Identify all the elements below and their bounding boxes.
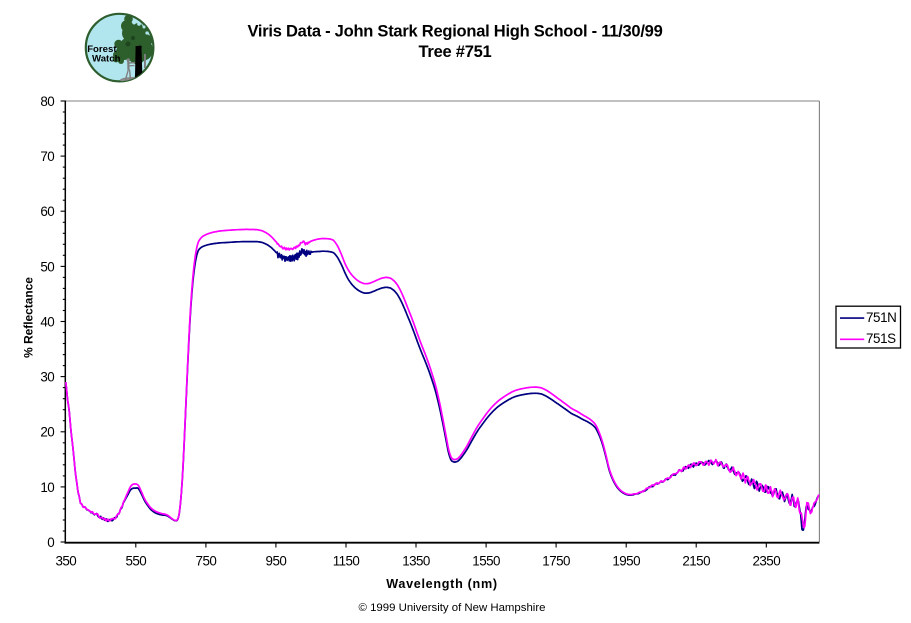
svg-text:30: 30 xyxy=(40,370,54,385)
svg-text:40: 40 xyxy=(40,314,54,329)
svg-text:Forest: Forest xyxy=(87,44,117,55)
svg-text:751N: 751N xyxy=(866,310,896,325)
svg-text:% Reflectance: % Reflectance xyxy=(21,277,35,358)
svg-text:20: 20 xyxy=(40,425,54,440)
svg-text:Tree #751: Tree #751 xyxy=(419,43,492,61)
svg-text:Watch: Watch xyxy=(92,54,121,65)
svg-text:70: 70 xyxy=(40,149,54,164)
svg-text:1550: 1550 xyxy=(472,554,500,569)
svg-text:Viris Data - John Stark Region: Viris Data - John Stark Regional High Sc… xyxy=(247,23,662,41)
svg-text:50: 50 xyxy=(40,259,54,274)
svg-text:0: 0 xyxy=(47,535,54,550)
svg-text:1150: 1150 xyxy=(333,554,360,569)
svg-text:1350: 1350 xyxy=(402,554,430,569)
svg-text:2350: 2350 xyxy=(753,554,781,569)
svg-text:350: 350 xyxy=(55,554,76,569)
svg-text:1750: 1750 xyxy=(542,554,570,569)
svg-text:60: 60 xyxy=(40,204,54,219)
svg-text:Wavelength (nm): Wavelength (nm) xyxy=(386,577,497,591)
svg-text:10: 10 xyxy=(40,480,54,495)
svg-text:950: 950 xyxy=(266,554,287,569)
svg-text:80: 80 xyxy=(40,94,54,109)
svg-text:550: 550 xyxy=(125,554,146,569)
svg-text:1950: 1950 xyxy=(612,554,640,569)
svg-text:750: 750 xyxy=(196,554,217,569)
svg-text:2150: 2150 xyxy=(682,554,710,569)
svg-text:© 1999 University of New Hamps: © 1999 University of New Hampshire xyxy=(359,602,546,614)
svg-text:751S: 751S xyxy=(866,331,896,346)
